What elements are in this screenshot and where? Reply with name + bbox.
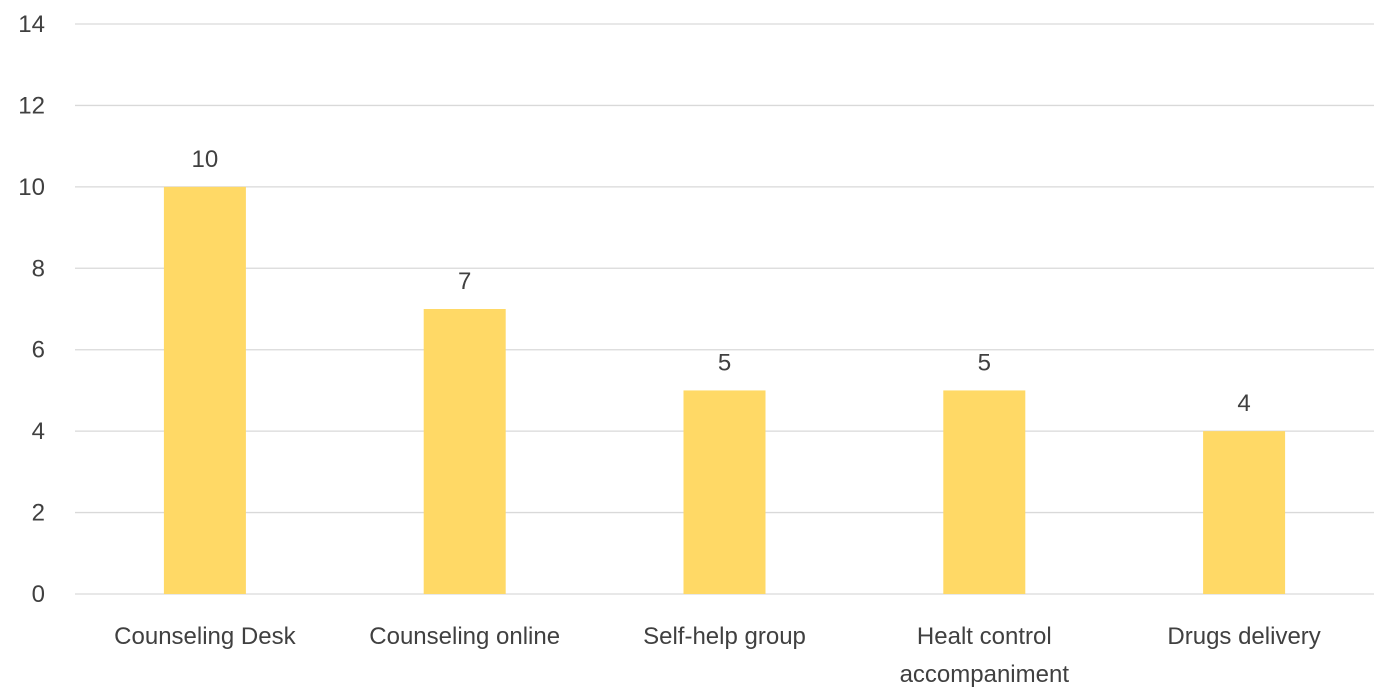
bar [423, 309, 506, 594]
y-tick-label: 0 [32, 581, 45, 608]
y-axis-tick-labels: 0 2 4 6 8 10 12 14 [18, 11, 45, 608]
category-label: Self-help group [643, 623, 806, 650]
category-label: Counseling Desk [114, 623, 296, 650]
data-label: 4 [1237, 390, 1250, 417]
data-label: 7 [458, 268, 471, 295]
bar [683, 390, 766, 594]
bars [163, 186, 1286, 594]
y-tick-label: 2 [32, 500, 45, 527]
category-label: Counseling online [369, 623, 560, 650]
data-label: 5 [978, 349, 991, 376]
data-label: 10 [192, 146, 219, 173]
y-tick-label: 10 [18, 174, 45, 201]
category-label: Healt control accompaniment [900, 623, 1070, 687]
data-labels: 10 7 5 5 4 [192, 146, 1251, 417]
category-label: Drugs delivery [1167, 623, 1320, 650]
y-tick-label: 6 [32, 337, 45, 364]
y-tick-label: 8 [32, 255, 45, 282]
data-label: 5 [718, 349, 731, 376]
bar [943, 390, 1026, 594]
bar [1203, 431, 1286, 594]
y-tick-label: 4 [32, 418, 45, 445]
x-axis-category-labels: Counseling Desk Counseling online Self-hel… [114, 623, 1321, 687]
y-tick-label: 12 [18, 92, 45, 119]
bar [163, 186, 246, 594]
y-tick-label: 14 [18, 11, 45, 38]
